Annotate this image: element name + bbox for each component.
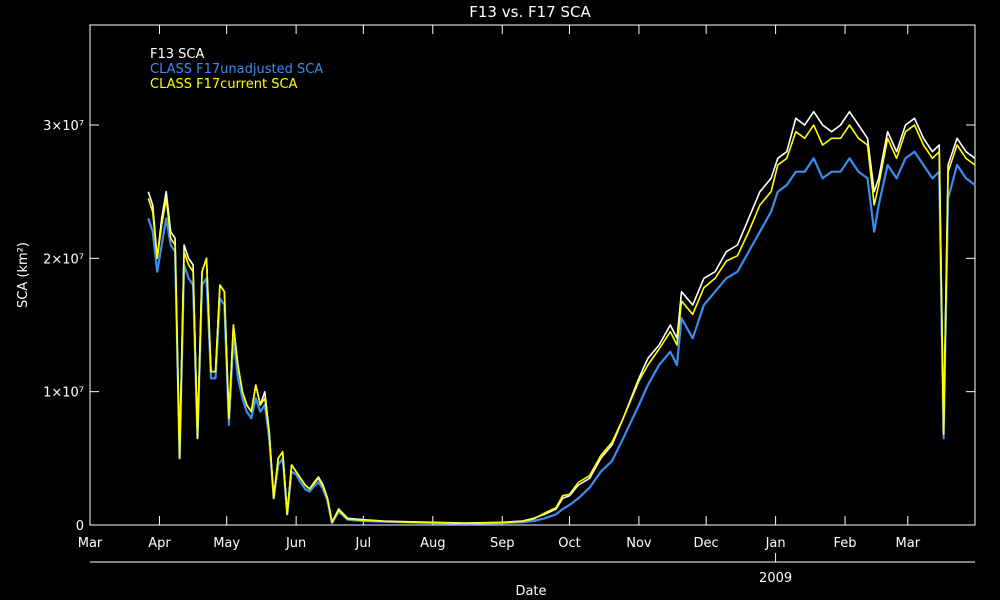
legend-entry: F13 SCA: [150, 47, 204, 62]
y-tick-label: 3×10⁷: [43, 119, 84, 134]
x-tick-label: Apr: [148, 536, 171, 551]
year-label: 2009: [759, 571, 792, 586]
x-tick-label: Jul: [354, 536, 371, 551]
chart-title: F13 vs. F17 SCA: [469, 3, 591, 21]
series-line-1: [147, 110, 976, 524]
y-axis-label: SCA (km²): [16, 242, 31, 308]
series-lines: [147, 110, 976, 525]
x-axis: Mar Apr May Jun Jul Aug Sep Oct Nov Dec Jan Feb Mar: [78, 25, 921, 551]
plot-frame: [89, 24, 976, 526]
y-tick-label: 2×10⁷: [43, 252, 84, 267]
x-tick-label: May: [213, 536, 240, 551]
y-tick-label: 1×10⁷: [43, 386, 84, 401]
x-tick-label: Dec: [694, 536, 719, 551]
y-tick-label: 0: [76, 519, 84, 534]
x-axis-label: Date: [515, 584, 546, 599]
x-tick-label: Mar: [896, 536, 921, 551]
x-tick-label: Jun: [285, 536, 306, 551]
x-tick-label: Oct: [558, 536, 580, 551]
legend-entry: CLASS F17current SCA: [150, 77, 298, 92]
x-tick-label: Sep: [490, 536, 515, 551]
x-tick-label: Aug: [420, 536, 445, 551]
x-tick-label: Feb: [834, 536, 857, 551]
y-axis: 0 1×10⁷ 2×10⁷ 3×10⁷: [43, 119, 975, 534]
x-tick-label: Jan: [765, 536, 786, 551]
x-tick-label: Mar: [78, 536, 103, 551]
series-line-3: [147, 124, 976, 525]
x-tick-label: Nov: [626, 536, 652, 551]
legend-entry: CLASS F17unadjusted SCA: [150, 62, 323, 77]
